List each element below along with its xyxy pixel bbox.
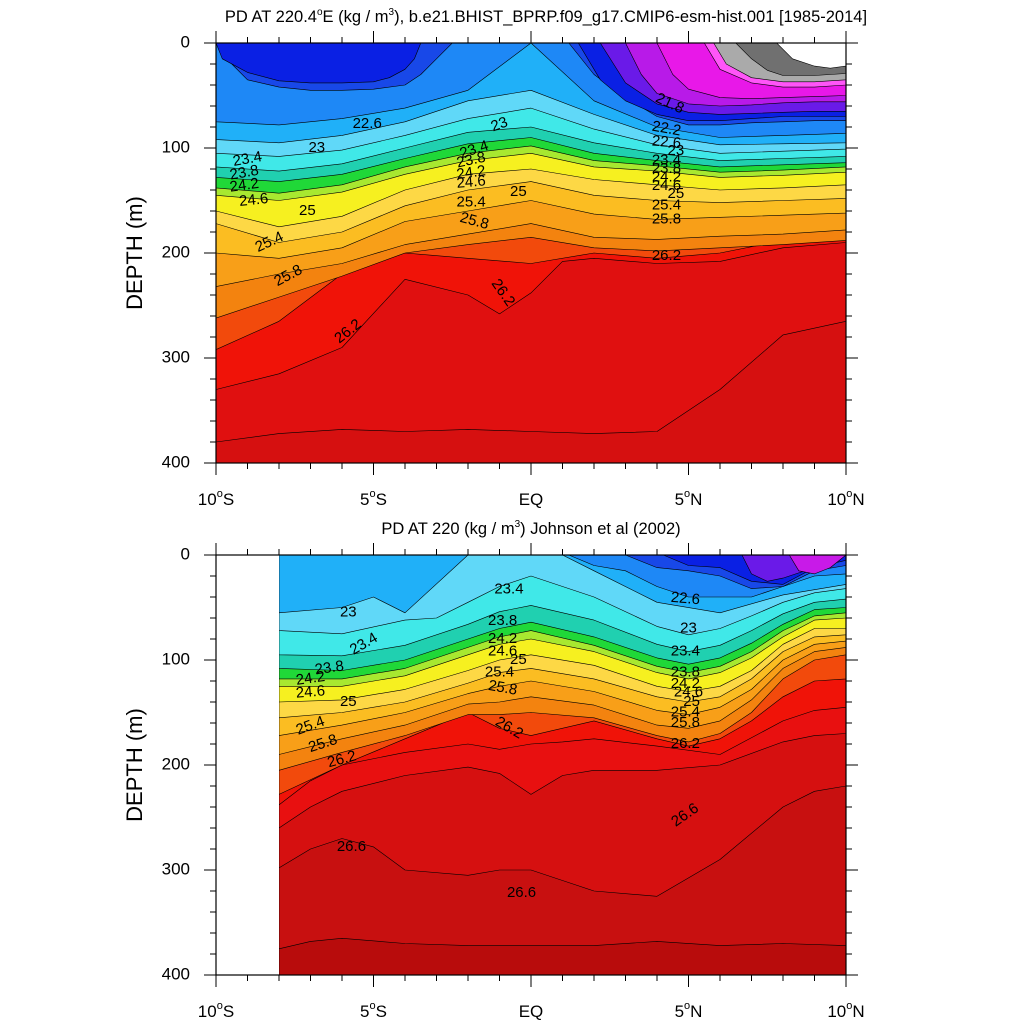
y-tick-label: 400 (162, 452, 190, 471)
contour-label: 24.2 (488, 630, 517, 647)
y-tick-label: 0 (181, 544, 190, 563)
no-data-region (216, 555, 279, 975)
contour-label: 25.8 (458, 209, 491, 233)
contour-label: 25.8 (487, 677, 519, 699)
contour-area: 22.62323.423.824.224.62525.425.826.22323… (216, 43, 846, 463)
x-tick-label: 10oN (827, 1000, 864, 1021)
contour-label: 24.6 (456, 172, 487, 191)
contour-label: 26.2 (671, 735, 700, 752)
x-tick-label: EQ (519, 490, 544, 509)
contour-label: 22.6 (651, 132, 682, 151)
axes: 0 100 200 300 400 10oS 5oS EQ 5oN 10oN DEPTH (m) (122, 543, 865, 1021)
contour-label: 25 (668, 185, 685, 202)
contour-label: 26.2 (326, 747, 359, 771)
contour-label: 23.8 (314, 657, 345, 678)
x-tick-label: 10oN (827, 488, 864, 509)
contour-label: 23.8 (228, 162, 260, 184)
y-tick-label: 100 (162, 649, 190, 668)
y-tick-label: 200 (162, 242, 190, 261)
x-tick-label: 10oS (198, 1000, 234, 1021)
contour-label: 24.6 (488, 643, 517, 660)
contour-label: 23 (340, 604, 357, 621)
contour-label: 23.4 (232, 148, 264, 170)
contour-band-17 (216, 43, 422, 84)
contour-label: 23 (680, 619, 697, 636)
contour-label: 25 (510, 183, 527, 200)
contour-label: 23.8 (455, 149, 487, 172)
x-tick-label: 5oN (675, 488, 703, 509)
contour-label: 22.6 (353, 115, 382, 132)
contour-label: 25 (340, 693, 357, 710)
contour-label: 24.6 (295, 682, 326, 701)
y-tick-label: 300 (162, 347, 190, 366)
contour-label: 25.4 (457, 194, 486, 211)
top-panel: 22.62323.423.824.224.62525.425.826.22323… (122, 7, 867, 509)
contour-label: 26.6 (337, 838, 366, 855)
contour-label: 25.4 (671, 703, 700, 720)
chart-title: PD AT 220 (kg / m3) Johnson et al (2002) (381, 519, 680, 538)
contour-label: 24.6 (238, 190, 269, 210)
contour-label: 23.8 (488, 612, 517, 629)
axes: 0 100 200 300 400 10oS 5oS EQ 5oN 10oN DEPTH (m) (122, 31, 865, 509)
contour-label: 25 (510, 651, 527, 668)
contour-label: 25 (683, 693, 700, 710)
contour-label: 26.6 (507, 884, 536, 901)
x-tick-label: 5oN (675, 1000, 703, 1021)
contour-band-26 (776, 43, 846, 69)
contour-label: 25 (299, 202, 316, 219)
x-tick-label: 5oS (360, 488, 387, 509)
y-tick-label: 400 (162, 964, 190, 983)
contour-label: 23.4 (494, 581, 523, 598)
contour-label: 23.8 (652, 160, 681, 177)
x-tick-label: 10oS (198, 488, 234, 509)
contour-label: 25.8 (671, 714, 700, 731)
contour-label: 23.4 (652, 152, 681, 169)
y-axis-label: DEPTH (m) (122, 708, 147, 822)
contour-band-21 (789, 555, 846, 575)
x-tick-label: EQ (519, 1002, 544, 1021)
contour-label: 25.8 (652, 210, 681, 227)
contour-label: 23.8 (671, 664, 700, 681)
contour-label: 24.2 (455, 162, 486, 183)
contour-label: 25.4 (485, 664, 514, 681)
x-tick-label: 5oS (360, 1000, 387, 1021)
contour-label: 26.2 (652, 247, 681, 264)
contour-label: 24.6 (674, 684, 703, 701)
contour-label: 22.2 (651, 118, 683, 140)
contour-label: 22.6 (670, 589, 701, 608)
contour-label: 24.2 (652, 168, 681, 185)
chart-title: PD AT 220.4oE (kg / m3), b.e21.BHIST_BPR… (225, 7, 867, 26)
y-tick-label: 200 (162, 754, 190, 773)
contour-label: 24.6 (652, 177, 681, 194)
contour-label: 24.2 (229, 175, 260, 196)
contour-label: 23 (308, 139, 325, 156)
y-tick-label: 100 (162, 137, 190, 156)
contour-label: 23 (668, 142, 685, 159)
contour-label: 23.4 (671, 643, 700, 660)
y-tick-label: 0 (181, 32, 190, 51)
y-axis-label: DEPTH (m) (122, 196, 147, 310)
contour-label: 24.2 (671, 675, 700, 692)
contour-label: 23 (489, 114, 510, 136)
y-tick-label: 300 (162, 859, 190, 878)
contour-label: 25.4 (652, 197, 681, 214)
contour-label: 24.2 (295, 668, 326, 689)
